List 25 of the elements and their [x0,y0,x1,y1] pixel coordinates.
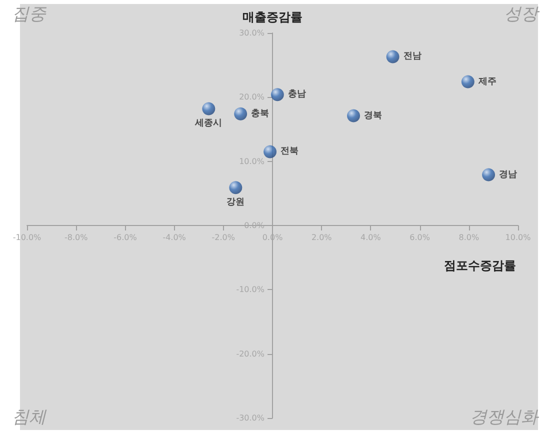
data-label: 충북 [251,108,270,119]
text: 집중 [12,4,47,24]
data-label: 세종시 [194,118,222,129]
annotation: 침체 [12,408,47,428]
data-label: 경북 [364,110,382,121]
point [347,109,360,122]
data-label: 전북 [280,146,299,157]
point [229,181,242,194]
x-axis-title: 점포수증감률 [444,258,516,272]
data-label: 전남 [403,52,422,62]
annotation: 경쟁심화 [470,408,539,428]
text: 성장 [504,4,540,24]
point [270,88,284,102]
point [386,50,400,64]
y-axis-title: 매출증감률 [242,10,302,24]
data-label: 강원 [226,198,245,208]
point [482,168,496,182]
data-label: 경남 [499,170,518,180]
point [202,102,216,116]
point [234,107,248,120]
point [461,75,474,88]
data-label: 제주 [477,76,496,87]
data-label: 충남 [288,88,306,100]
point [264,145,277,158]
x-tick-label: -10.0% [12,233,42,242]
